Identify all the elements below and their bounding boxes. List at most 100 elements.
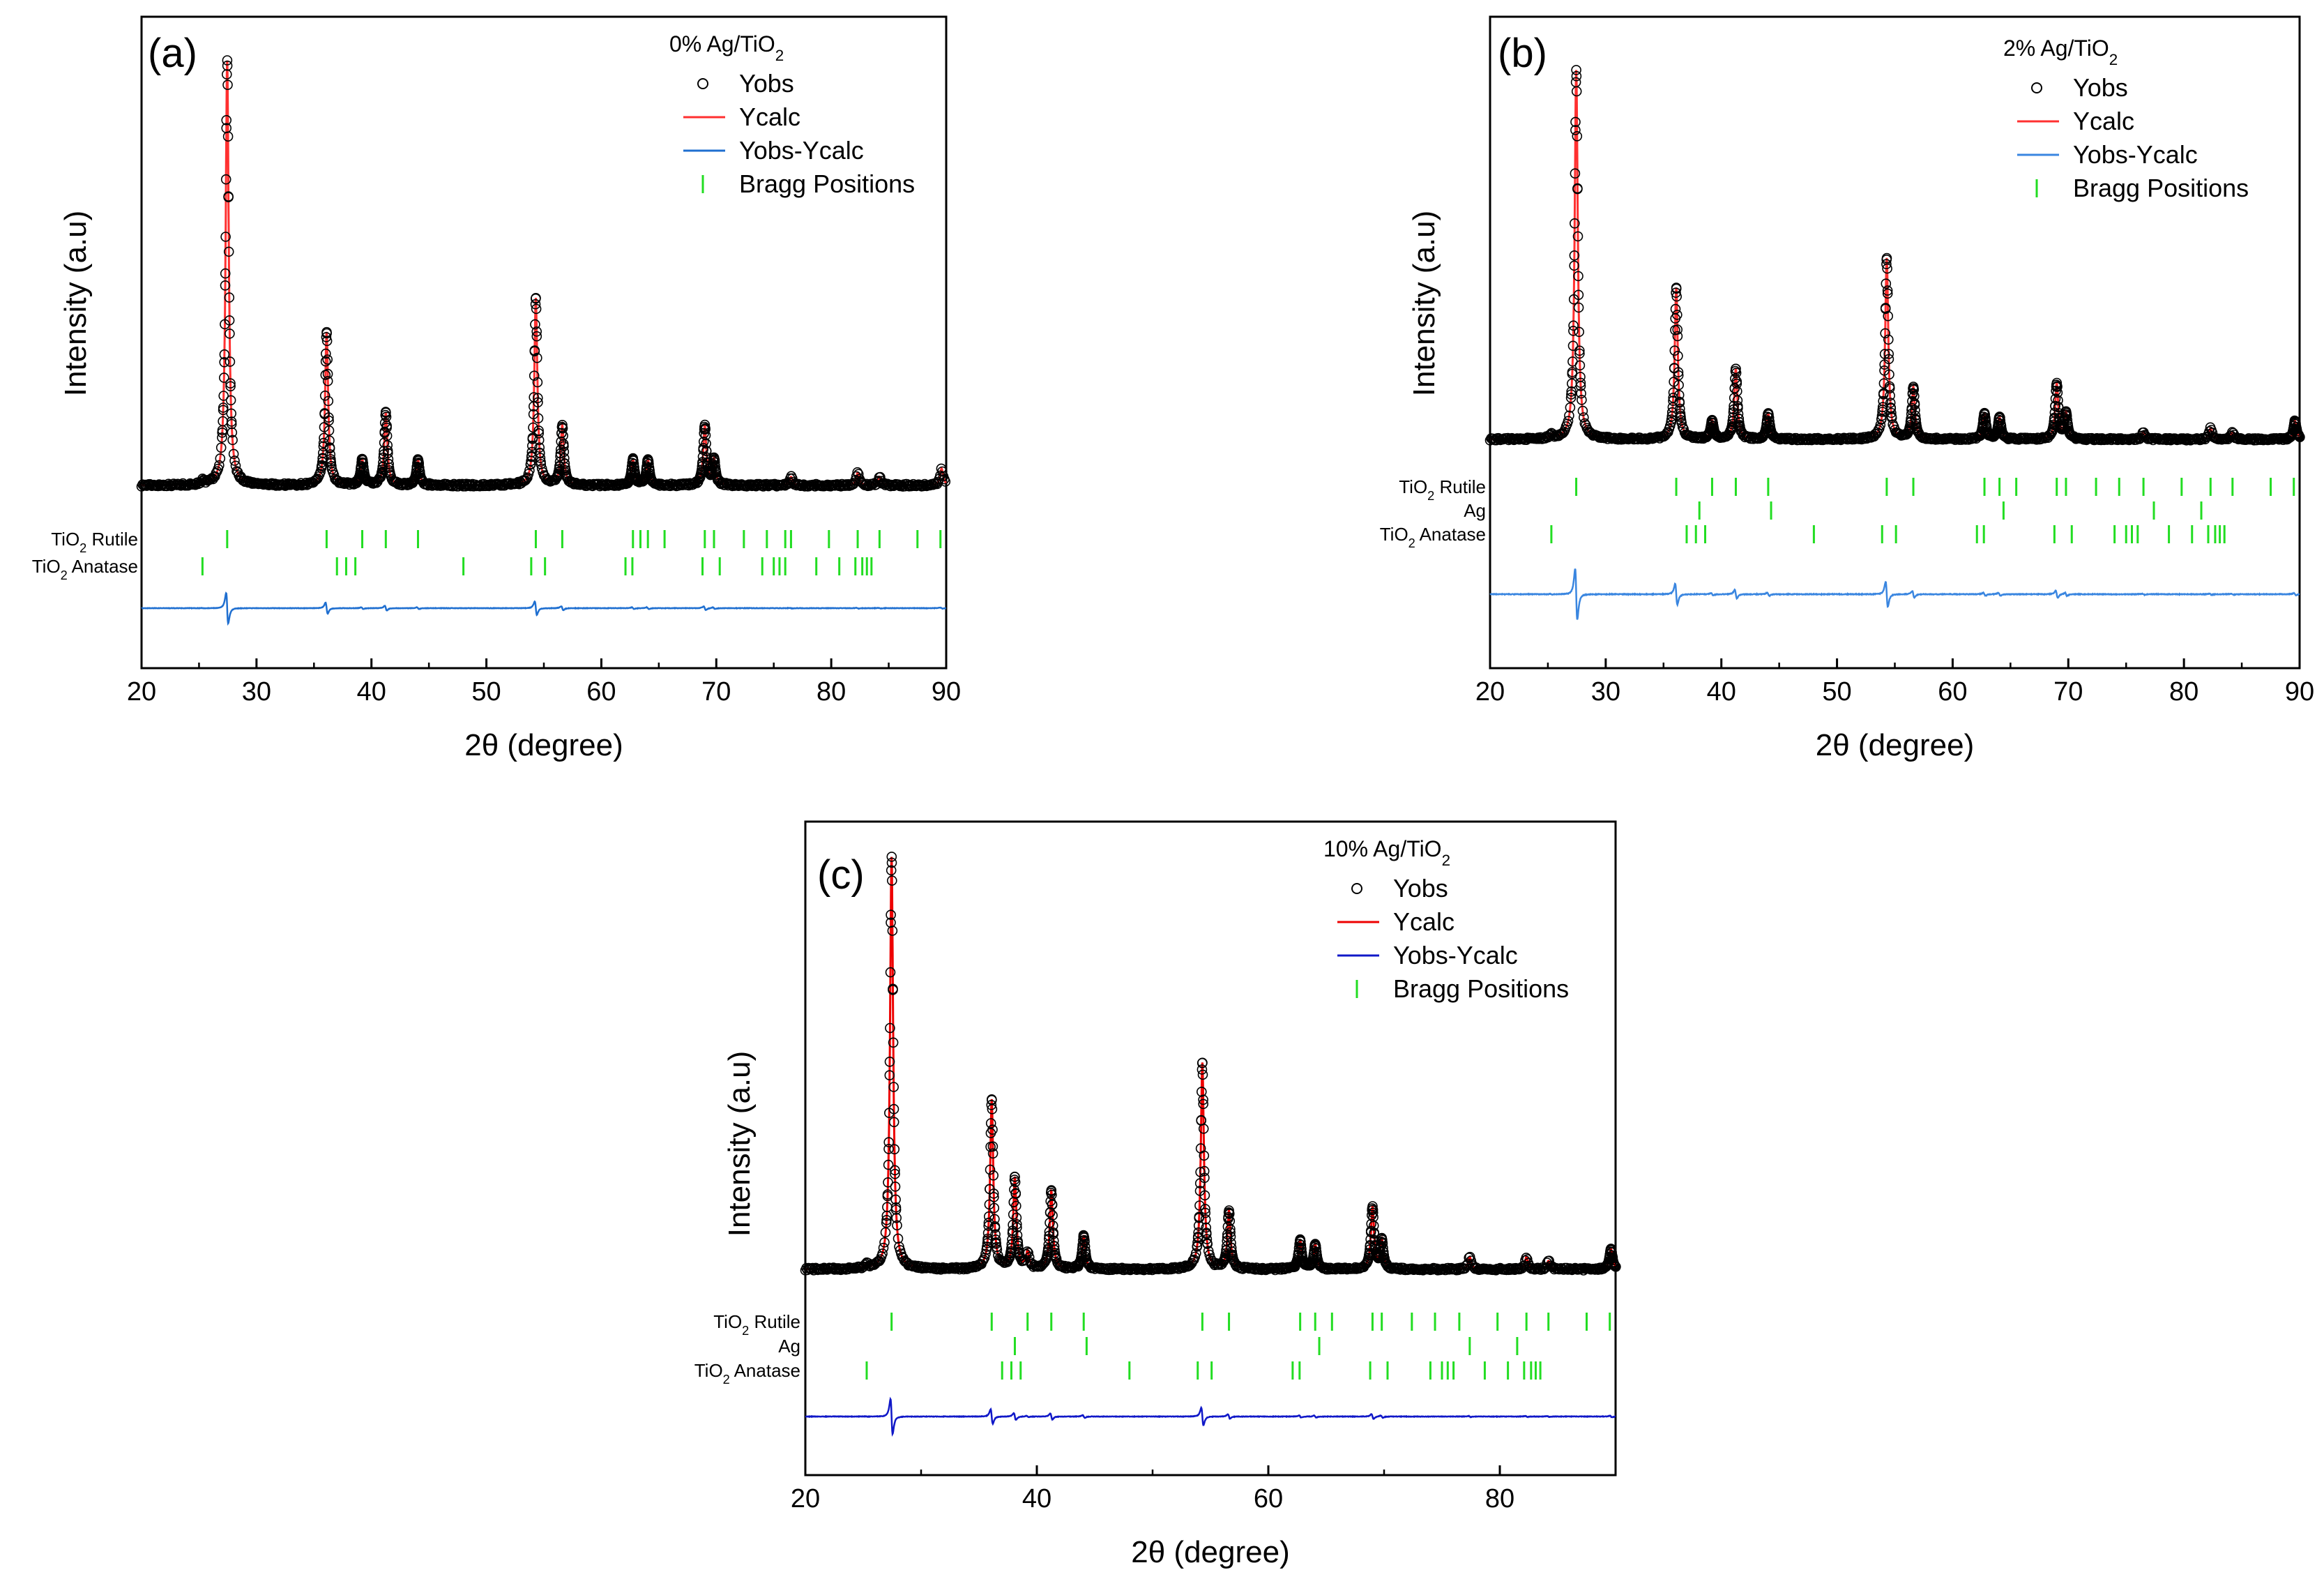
- yobs-point: [987, 1104, 998, 1115]
- yobs-point: [1577, 395, 1587, 405]
- yobs-point: [1569, 260, 1579, 271]
- yobs-point: [532, 377, 543, 388]
- yobs-point: [530, 319, 540, 330]
- yobs-point: [1731, 376, 1742, 387]
- yobs-point: [707, 458, 718, 469]
- yobs-point: [320, 356, 331, 367]
- yobs-point: [1886, 407, 1897, 418]
- yobs-point: [886, 909, 896, 920]
- yobs-point: [1911, 415, 1921, 425]
- yobs-point: [1079, 1241, 1091, 1252]
- yobs-point: [1675, 408, 1686, 419]
- yobs-point: [1012, 1219, 1022, 1230]
- yobs-point: [886, 852, 897, 862]
- yobs-point: [536, 456, 546, 467]
- yobs-point: [1883, 310, 1893, 322]
- yobs-point: [357, 455, 368, 466]
- legend: 10% Ag/TiO2 Yobs Ycalc Yobs-Ycalc Bragg Posi…: [1323, 836, 1569, 1003]
- yobs-point: [224, 292, 235, 303]
- phase-label-3: TiO2 Anatase: [1380, 524, 1486, 550]
- yobs-point: [1733, 402, 1743, 414]
- yobs-point: [1311, 1243, 1321, 1254]
- yobs-point: [987, 1094, 997, 1105]
- yobs-point: [1464, 1253, 1474, 1263]
- x-tick-label: 60: [1938, 677, 1967, 707]
- yobs-point: [1191, 1248, 1201, 1259]
- yobs-point: [1015, 1251, 1025, 1262]
- yobs-point: [878, 1242, 889, 1253]
- yobs-point: [318, 441, 329, 452]
- yobs-point: [2051, 377, 2063, 388]
- yobs-point: [226, 418, 237, 430]
- yobs-point: [1764, 416, 1775, 427]
- yobs-point: [213, 460, 225, 471]
- yobs-point: [985, 1118, 996, 1128]
- yobs-point: [1199, 1190, 1210, 1201]
- yobs-point: [1877, 402, 1888, 413]
- yobs-point: [1731, 363, 1741, 375]
- yobs-point: [223, 191, 234, 202]
- yobs-point: [1011, 1200, 1022, 1211]
- legend-item-2: Ycalc: [1393, 907, 1455, 936]
- yobs-point: [556, 436, 567, 447]
- yobs-point: [632, 476, 644, 487]
- legend-yobs-marker: [1351, 883, 1362, 894]
- yobs-point: [699, 419, 711, 430]
- yobs-point: [217, 432, 227, 443]
- x-tick-label: 60: [586, 677, 616, 707]
- yobs-point: [323, 395, 334, 407]
- yobs-point: [1367, 1204, 1379, 1215]
- x-tick-label: 20: [1475, 677, 1505, 707]
- yobs-point: [1296, 1239, 1307, 1251]
- yobs-point: [1910, 410, 1921, 421]
- x-tick-label: 70: [2053, 677, 2083, 707]
- yobs-point: [319, 432, 329, 444]
- y-axis-title: Intensity (a.u): [59, 211, 93, 397]
- yobs-point: [1192, 1241, 1203, 1251]
- yobs-point: [1907, 395, 1917, 407]
- yobs-point: [1577, 405, 1588, 416]
- yobs-point: [628, 455, 639, 467]
- yobs-point: [988, 1188, 999, 1199]
- yobs-point: [358, 462, 369, 473]
- yobs-point: [225, 356, 236, 367]
- yobs-point: [643, 455, 654, 467]
- yobs-point: [1980, 412, 1991, 423]
- y-axis-title: Intensity (a.u): [1407, 211, 1441, 397]
- x-tick-label: 20: [127, 677, 156, 707]
- yobs-point: [562, 472, 572, 483]
- x-tick-label: 60: [1254, 1484, 1283, 1513]
- yobs-point: [1197, 1069, 1208, 1080]
- x-tick-label: 40: [357, 677, 386, 707]
- yobs-point: [383, 454, 394, 465]
- yobs-point: [982, 1241, 992, 1252]
- yobs-point: [1199, 1150, 1210, 1161]
- yobs-point: [879, 1237, 890, 1248]
- yobs-point: [324, 435, 335, 446]
- yobs-point: [1202, 1238, 1213, 1248]
- x-tick-label: 90: [932, 677, 961, 707]
- yobs-point: [413, 462, 425, 473]
- yobs-point: [529, 370, 540, 382]
- yobs-point: [701, 446, 712, 457]
- legend-item-4: Bragg Positions: [2073, 174, 2249, 202]
- yobs-point: [1913, 427, 1924, 438]
- phase-label-2: Ag: [778, 1336, 800, 1357]
- yobs-point: [413, 455, 424, 467]
- yobs-point: [230, 460, 241, 471]
- yobs-point: [1051, 1253, 1062, 1264]
- legend-item-2: Ycalc: [2073, 107, 2134, 135]
- yobs-point: [986, 1100, 997, 1110]
- yobs-point: [1571, 86, 1582, 97]
- yobs-point: [1201, 1234, 1213, 1244]
- yobs-point: [1579, 418, 1590, 429]
- yobs-point: [1763, 409, 1774, 420]
- yobs-point: [215, 442, 227, 453]
- yobs-point: [1564, 410, 1574, 421]
- yobs-point: [533, 397, 543, 408]
- yobs-point: [1571, 70, 1582, 82]
- yobs-point: [526, 446, 538, 458]
- yobs-point: [322, 376, 333, 386]
- yobs-point: [228, 448, 239, 460]
